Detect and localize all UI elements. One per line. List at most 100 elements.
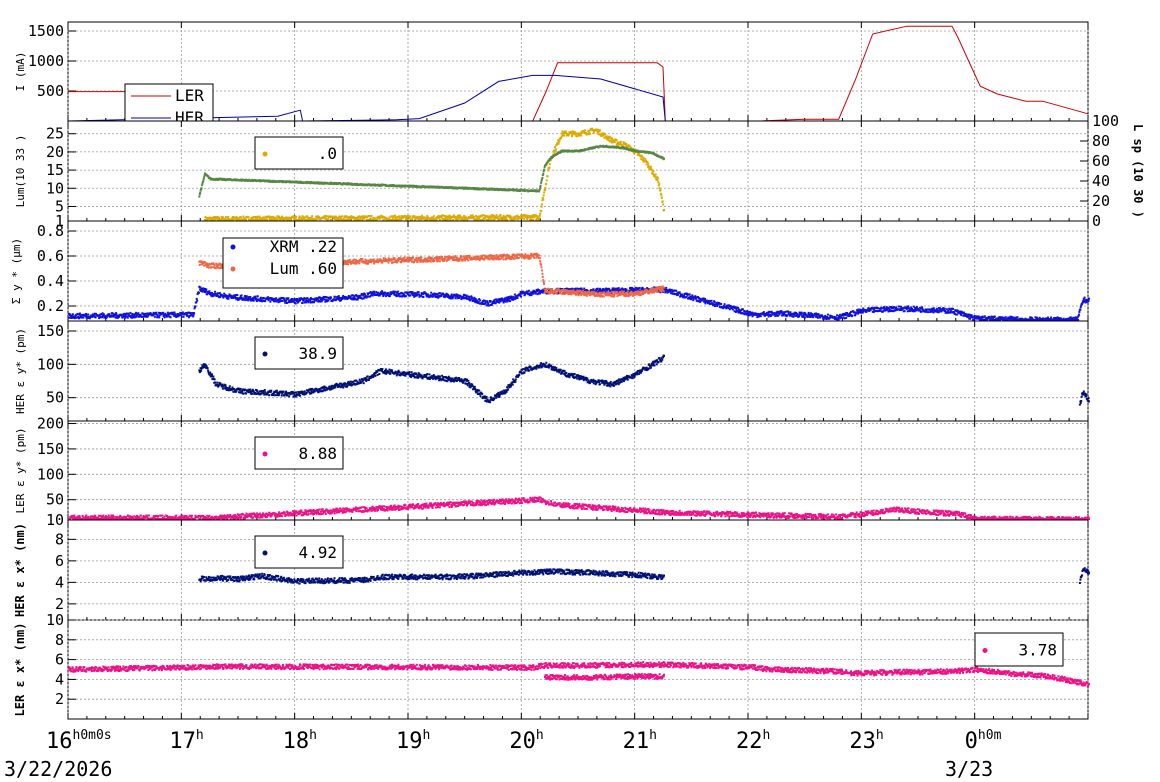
data-point bbox=[606, 287, 609, 290]
data-point bbox=[685, 296, 688, 299]
data-point bbox=[544, 186, 547, 189]
data-point bbox=[330, 219, 333, 221]
data-point bbox=[261, 300, 264, 303]
data-point bbox=[849, 312, 852, 315]
data-point bbox=[1008, 317, 1011, 320]
data-point bbox=[174, 314, 177, 317]
data-point bbox=[856, 310, 859, 313]
data-point bbox=[959, 313, 962, 315]
data-point bbox=[434, 294, 437, 297]
data-point bbox=[418, 215, 421, 218]
y-tick-label: 0.6 bbox=[37, 247, 64, 265]
data-point bbox=[735, 308, 738, 311]
data-point bbox=[430, 291, 433, 294]
data-point bbox=[115, 313, 118, 316]
data-point bbox=[256, 217, 259, 220]
data-point bbox=[130, 314, 133, 317]
data-point bbox=[545, 163, 548, 166]
data-point bbox=[530, 218, 533, 221]
data-point bbox=[720, 303, 723, 305]
data-point bbox=[423, 291, 426, 294]
data-point bbox=[309, 218, 312, 221]
data-point bbox=[806, 315, 809, 318]
data-point bbox=[323, 298, 326, 301]
data-point bbox=[452, 219, 454, 221]
data-point bbox=[217, 216, 220, 219]
data-point bbox=[607, 139, 610, 142]
data-point bbox=[298, 217, 301, 220]
data-point bbox=[420, 294, 423, 297]
right-y-tick-label: 0 bbox=[1092, 212, 1101, 230]
data-point bbox=[625, 147, 628, 150]
data-point bbox=[857, 308, 860, 311]
data-point bbox=[882, 309, 885, 312]
data-point bbox=[809, 316, 812, 318]
data-point bbox=[718, 302, 721, 305]
data-point bbox=[911, 308, 914, 311]
data-point bbox=[351, 298, 354, 301]
data-point bbox=[381, 290, 383, 293]
data-point bbox=[615, 287, 618, 290]
data-point bbox=[734, 311, 737, 313]
data-point bbox=[949, 311, 952, 314]
data-point bbox=[483, 214, 485, 217]
data-point bbox=[666, 289, 669, 292]
data-point bbox=[504, 297, 507, 300]
data-point bbox=[448, 214, 451, 217]
data-point bbox=[825, 317, 828, 320]
data-point bbox=[361, 297, 364, 300]
data-point bbox=[494, 302, 497, 305]
data-point bbox=[488, 304, 491, 307]
data-point bbox=[789, 311, 792, 314]
data-point bbox=[486, 301, 489, 304]
data-point bbox=[409, 215, 412, 218]
data-point bbox=[449, 217, 451, 220]
data-point bbox=[263, 297, 266, 300]
series-current-1 bbox=[67, 74, 1088, 122]
data-point bbox=[92, 313, 94, 316]
data-point bbox=[733, 305, 736, 308]
data-point bbox=[203, 176, 206, 179]
data-point bbox=[501, 219, 504, 221]
data-point bbox=[474, 301, 477, 304]
data-point bbox=[1001, 316, 1004, 319]
data-point bbox=[846, 312, 849, 314]
data-point bbox=[133, 316, 136, 319]
data-point bbox=[425, 217, 428, 220]
y-axis-label: Σ y * (μm) bbox=[10, 238, 23, 304]
data-point bbox=[925, 310, 928, 313]
data-point bbox=[337, 218, 340, 221]
data-point bbox=[836, 317, 839, 320]
data-point bbox=[616, 142, 619, 145]
data-point bbox=[801, 314, 804, 317]
data-point bbox=[111, 312, 114, 315]
y-tick-label: 0.4 bbox=[37, 272, 64, 290]
data-point bbox=[778, 313, 781, 316]
data-point bbox=[143, 315, 146, 318]
data-point bbox=[790, 314, 793, 317]
data-point bbox=[478, 298, 481, 301]
data-point bbox=[272, 215, 274, 218]
series-luminosity-1 bbox=[198, 144, 665, 198]
data-point bbox=[335, 216, 338, 219]
data-point bbox=[377, 291, 380, 294]
data-point bbox=[500, 218, 503, 221]
data-point bbox=[819, 316, 822, 319]
data-point bbox=[526, 218, 529, 220]
data-point bbox=[481, 301, 484, 304]
data-point bbox=[516, 214, 519, 217]
data-point bbox=[435, 218, 438, 221]
data-point bbox=[889, 310, 892, 313]
data-point bbox=[945, 308, 948, 311]
data-point bbox=[445, 218, 448, 221]
data-point bbox=[650, 168, 653, 171]
data-point bbox=[628, 290, 631, 293]
data-point bbox=[1045, 317, 1048, 320]
data-point bbox=[343, 216, 346, 219]
data-point bbox=[373, 292, 376, 295]
data-point bbox=[690, 295, 693, 298]
data-point bbox=[638, 153, 641, 156]
data-point bbox=[116, 316, 119, 319]
data-point bbox=[828, 316, 831, 319]
data-point bbox=[384, 295, 387, 298]
